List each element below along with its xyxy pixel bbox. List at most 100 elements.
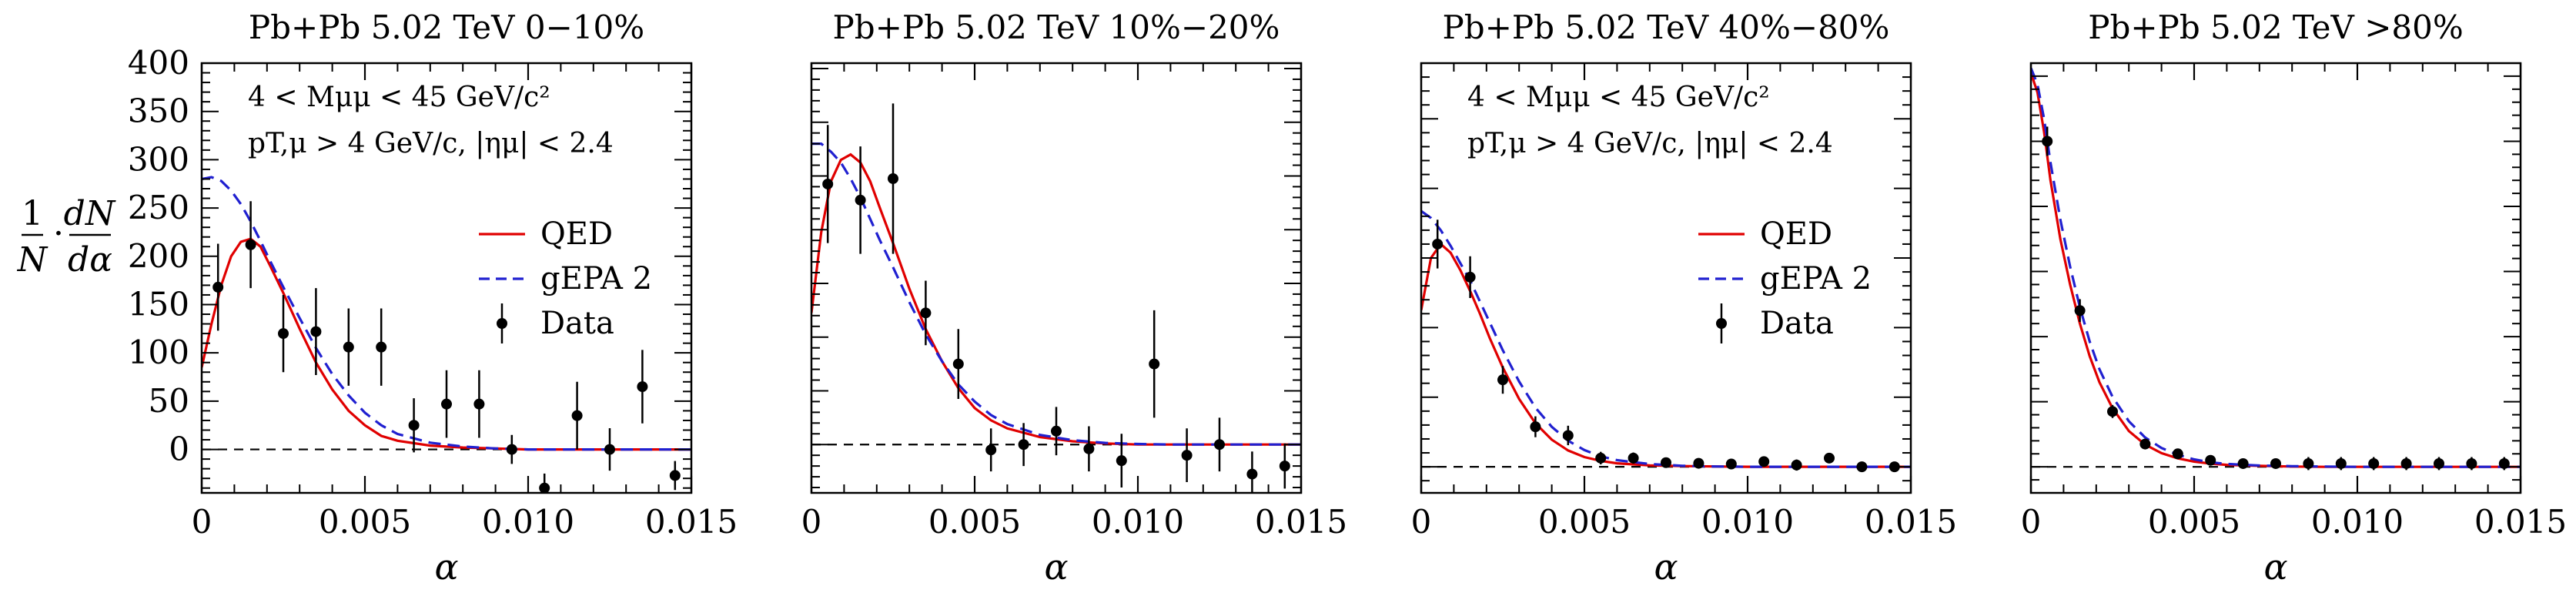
y-axis-label: 1 N · dN dα <box>17 194 116 280</box>
y-tick-label: 200 <box>128 237 189 275</box>
series-line-qed <box>2031 72 2521 468</box>
y-tick-label: 100 <box>128 333 189 371</box>
x-tick-label: 0.010 <box>1701 503 1794 541</box>
data-point <box>2270 457 2281 469</box>
data-point <box>212 281 224 293</box>
data-point <box>822 178 834 189</box>
x-tick-label: 0.015 <box>1255 503 1347 541</box>
series-line-gepa-2 <box>1421 209 1911 468</box>
x-tick-label: 0.010 <box>482 503 574 541</box>
plot-frame <box>1420 62 1912 494</box>
data-point <box>2303 457 2314 469</box>
data-point <box>1214 439 1225 451</box>
data-point <box>1661 457 1671 468</box>
data-point <box>506 444 517 455</box>
data-point <box>2368 457 2380 469</box>
chart-panel-4: Pb+Pb 5.02 TeV >80% 0 0.005 0.010 0.015 α <box>2021 8 2567 588</box>
data-point <box>473 398 485 410</box>
panel-title: Pb+Pb 5.02 TeV 10%−20% <box>833 8 1280 46</box>
data-point <box>2107 406 2118 417</box>
chart-panel-1: Pb+Pb 5.02 TeV 0−10% 0 0.005 0.010 0.015 α 0 50… <box>128 8 738 588</box>
y-label-dn: dN <box>64 194 116 233</box>
y-label-denominator: N <box>17 240 49 280</box>
plot-area <box>202 176 691 493</box>
panel-title: Pb+Pb 5.02 TeV 40%−80% <box>1443 8 1890 46</box>
data-point <box>1497 374 1508 386</box>
panel-title: Pb+Pb 5.02 TeV >80% <box>2088 8 2464 46</box>
data-point <box>2400 457 2412 469</box>
data-point <box>1432 238 1444 250</box>
data-point <box>1725 458 1737 470</box>
data-point <box>278 328 289 340</box>
x-tick-label: 0 <box>192 503 212 541</box>
data-point <box>571 410 583 421</box>
plot-area <box>811 103 1301 493</box>
x-axis-label: α <box>1654 546 1678 588</box>
data-point <box>669 470 681 481</box>
data-point <box>1791 459 1802 471</box>
legend-marker-point <box>497 318 507 329</box>
data-point <box>1856 461 1868 473</box>
legend-label: QED <box>540 216 613 252</box>
x-tick-label: 0.010 <box>1092 503 1184 541</box>
legend-label: gEPA 2 <box>1760 261 1872 296</box>
data-point <box>1018 439 1029 451</box>
data-point <box>1051 425 1062 437</box>
data-point <box>2074 305 2086 317</box>
plot-frame <box>200 62 693 494</box>
annotation-text: pT,μ > 4 GeV/c, |ημ| < 2.4 <box>248 128 614 159</box>
data-point <box>1824 452 1835 464</box>
data-point <box>2335 457 2347 469</box>
x-tick-label: 0 <box>1411 503 1432 541</box>
legend-label: QED <box>1760 216 1832 252</box>
y-tick-label: 400 <box>128 44 189 82</box>
x-tick-label: 0 <box>2021 503 2042 541</box>
data-point <box>245 239 256 250</box>
data-point <box>539 482 550 493</box>
x-axis-label: α <box>434 546 458 588</box>
data-point <box>1181 450 1193 461</box>
y-tick-label: 150 <box>128 285 189 323</box>
x-tick-label: 0.005 <box>2148 503 2240 541</box>
panels: Pb+Pb 5.02 TeV 0−10% 0 0.005 0.010 0.015 α 0 50… <box>128 8 2567 588</box>
data-point <box>1562 430 1574 441</box>
data-point <box>1246 468 1258 480</box>
y-tick-label: 250 <box>128 189 189 226</box>
annotation-text: 4 < Mμμ < 45 GeV/c² <box>1467 82 1770 113</box>
data-point <box>1530 421 1541 433</box>
data-point <box>2237 457 2249 469</box>
plot-area <box>1421 209 1911 473</box>
data-point <box>985 444 997 456</box>
data-point <box>343 341 354 353</box>
plot-frame <box>810 62 1303 494</box>
data-point <box>408 420 420 431</box>
data-point <box>1464 271 1476 283</box>
data-point <box>1083 443 1095 454</box>
data-point <box>310 326 322 337</box>
y-tick-label: 350 <box>128 92 189 130</box>
x-tick-label: 0.005 <box>1538 503 1631 541</box>
y-label-dot: · <box>53 214 64 253</box>
y-label-dalpha: dα <box>68 240 112 280</box>
y-tick-label: 0 <box>169 431 189 468</box>
x-tick-label: 0.010 <box>2311 503 2404 541</box>
data-point <box>1116 455 1127 467</box>
x-tick-label: 0.005 <box>928 503 1021 541</box>
legend-marker-point <box>1716 318 1727 329</box>
chart-panel-3: Pb+Pb 5.02 TeV 40%−80% 0 0.005 0.010 0.015 α 4… <box>1411 8 1957 588</box>
x-tick-label: 0.015 <box>2474 503 2567 541</box>
data-point <box>604 444 615 455</box>
data-point <box>952 358 964 370</box>
data-point <box>1758 456 1770 467</box>
legend-label: Data <box>1760 306 1834 341</box>
series-line-gepa-2 <box>202 176 691 451</box>
x-tick-label: 0 <box>801 503 822 541</box>
data-point <box>2172 448 2183 460</box>
data-point <box>855 194 866 206</box>
legend-label: Data <box>540 306 614 341</box>
x-tick-label: 0.015 <box>645 503 738 541</box>
data-point <box>376 341 387 353</box>
series-line-gepa-2 <box>2031 67 2521 468</box>
data-point <box>2466 457 2477 469</box>
